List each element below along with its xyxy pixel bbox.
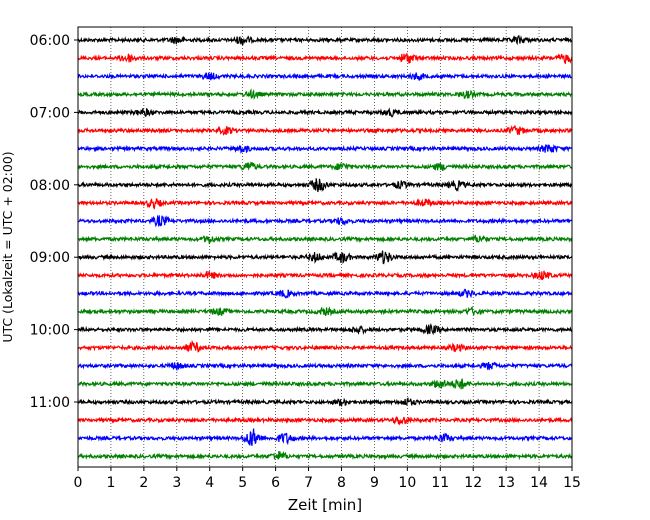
trace-08:30 bbox=[77, 214, 573, 228]
x-tick-label: 6 bbox=[271, 475, 280, 491]
trace-10:30 bbox=[77, 361, 573, 372]
x-tick-label: 0 bbox=[74, 475, 83, 491]
y-tick-label: 10:00 bbox=[30, 323, 70, 339]
grid-lines bbox=[110, 27, 540, 467]
x-tick-label: 9 bbox=[370, 475, 379, 491]
trace-11:00 bbox=[77, 397, 573, 407]
x-tick-label: 3 bbox=[172, 475, 181, 491]
y-tick-label: 07:00 bbox=[30, 105, 70, 121]
y-axis-ticks: 06:00 07:00 08:00 09:00 10:00 11:00 bbox=[30, 33, 78, 411]
plot-frame bbox=[77, 26, 573, 468]
x-tick-label: 13 bbox=[497, 475, 515, 491]
trace-07:30 bbox=[77, 144, 573, 154]
x-tick-label: 2 bbox=[139, 475, 148, 491]
trace-09:00 bbox=[77, 250, 573, 265]
plot-background bbox=[78, 27, 572, 467]
x-tick-label: 7 bbox=[304, 475, 313, 491]
trace-group bbox=[77, 34, 573, 461]
y-tick-label: 09:00 bbox=[30, 250, 70, 266]
trace-09:45 bbox=[77, 306, 573, 317]
x-tick-label: 12 bbox=[464, 475, 482, 491]
trace-11:30 bbox=[77, 428, 573, 446]
x-axis-label: Zeit [min] bbox=[288, 496, 362, 514]
trace-06:15 bbox=[77, 52, 573, 65]
x-tick-label: 14 bbox=[530, 475, 548, 491]
trace-11:45 bbox=[77, 450, 573, 461]
x-tick-label: 11 bbox=[431, 475, 449, 491]
x-tick-label: 10 bbox=[398, 475, 416, 491]
trace-08:45 bbox=[77, 234, 573, 245]
x-axis-ticks: 0 1 2 3 4 5 6 7 8 9 10 11 12 13 14 15 bbox=[74, 467, 581, 491]
x-tick-label: 1 bbox=[106, 475, 115, 491]
x-tick-label: 8 bbox=[337, 475, 346, 491]
trace-09:15 bbox=[77, 270, 573, 281]
trace-10:15 bbox=[77, 339, 573, 353]
y-tick-label: 11:00 bbox=[30, 395, 70, 411]
trace-09:30 bbox=[77, 288, 573, 299]
trace-06:00 bbox=[77, 34, 573, 46]
trace-08:15 bbox=[77, 197, 573, 210]
y-tick-label: 06:00 bbox=[30, 33, 70, 49]
trace-08:00 bbox=[77, 178, 573, 193]
x-tick-label: 15 bbox=[563, 475, 581, 491]
y-axis-label: UTC (Lokalzeit = UTC + 02:00) bbox=[0, 151, 15, 342]
trace-11:15 bbox=[77, 415, 573, 426]
trace-10:00 bbox=[77, 322, 573, 336]
trace-07:15 bbox=[77, 124, 573, 136]
x-tick-label: 4 bbox=[205, 475, 214, 491]
trace-06:30 bbox=[77, 71, 573, 81]
trace-07:45 bbox=[77, 161, 573, 171]
trace-07:00 bbox=[77, 107, 573, 118]
y-tick-label: 08:00 bbox=[30, 178, 70, 194]
trace-06:45 bbox=[77, 88, 573, 101]
trace-10:45 bbox=[77, 378, 573, 390]
x-tick-label: 5 bbox=[238, 475, 247, 491]
